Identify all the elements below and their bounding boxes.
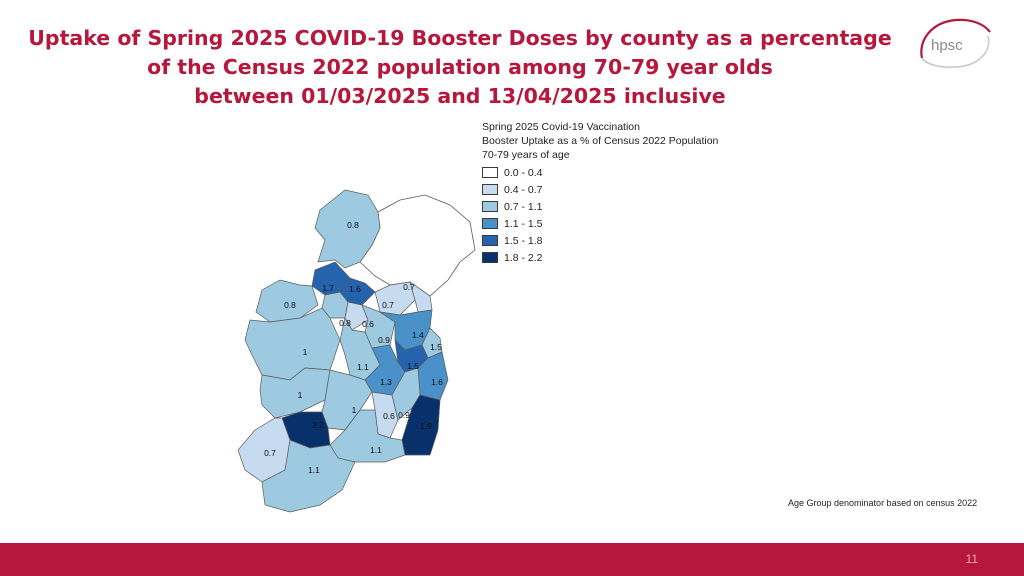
legend-label: 1.1 - 1.5 — [504, 217, 543, 230]
county-value-label: 1.6 — [431, 377, 443, 387]
county-value-label: 1.5 — [407, 361, 419, 371]
county-value-label: 0.6 — [383, 411, 395, 421]
legend-entry: 0.0 - 0.4 — [482, 164, 718, 181]
county-value-label: 1.1 — [370, 445, 382, 455]
slide-title: Uptake of Spring 2025 COVID-19 Booster D… — [0, 24, 920, 111]
legend-label: 0.0 - 0.4 — [504, 166, 543, 179]
map-legend: Spring 2025 Covid-19 Vaccination Booster… — [482, 120, 718, 266]
county-value-label: 0.8 — [339, 318, 351, 328]
county-region — [261, 439, 356, 513]
county-value-label: 2.2 — [312, 420, 324, 430]
legend-swatch — [482, 167, 498, 178]
legend-label: 0.7 - 1.1 — [504, 200, 543, 213]
legend-swatch — [482, 201, 498, 212]
county-value-label: 1 — [298, 390, 303, 400]
denominator-note: Age Group denominator based on census 20… — [788, 498, 978, 508]
footer-bar: 11 — [0, 543, 1024, 576]
legend-title: Spring 2025 Covid-19 Vaccination Booster… — [482, 120, 718, 162]
legend-entry: 0.7 - 1.1 — [482, 198, 718, 215]
legend-entry: 0.4 - 0.7 — [482, 181, 718, 198]
county-region — [314, 189, 381, 269]
legend-swatch — [482, 252, 498, 263]
title-line: between 01/03/2025 and 13/04/2025 inclus… — [194, 84, 726, 108]
county-region — [244, 307, 341, 381]
county-value-label: 1.1 — [308, 465, 320, 475]
county-value-label: 1.7 — [322, 283, 334, 293]
county-value-label: 0.7 — [382, 300, 394, 310]
county-value-label: 0.7 — [264, 448, 276, 458]
legend-swatch — [482, 235, 498, 246]
legend-entry: 1.8 - 2.2 — [482, 249, 718, 266]
county-value-label: 1.6 — [349, 284, 361, 294]
county-value-label: 0.6 — [362, 319, 374, 329]
county-value-label: 1.3 — [380, 377, 392, 387]
legend-swatch — [482, 184, 498, 195]
county-value-label: 0.9 — [378, 335, 390, 345]
legend-label: 0.4 - 0.7 — [504, 183, 543, 196]
county-value-label: 1.4 — [412, 330, 424, 340]
legend-title-line: Booster Uptake as a % of Census 2022 Pop… — [482, 135, 719, 147]
county-value-label: 0.8 — [284, 300, 296, 310]
county-value-label: 0.7 — [403, 282, 415, 292]
legend-title-line: 70-79 years of age — [482, 149, 570, 161]
legend-entry: 1.1 - 1.5 — [482, 215, 718, 232]
legend-label: 1.5 - 1.8 — [504, 234, 543, 247]
legend-label: 1.8 - 2.2 — [504, 251, 543, 264]
county-value-label: 1.9 — [420, 421, 432, 431]
ireland-county-map: 0.8 1.7 1.6 0.7 0.7 0.8 0.8 0.6 0.9 1.4 … — [225, 185, 490, 520]
legend-title-line: Spring 2025 Covid-19 Vaccination — [482, 121, 640, 133]
county-value-label: 1.5 — [430, 342, 442, 352]
legend-entry: 1.5 - 1.8 — [482, 232, 718, 249]
county-value-label: 0.9 — [398, 410, 410, 420]
county-value-label: 1.1 — [357, 362, 369, 372]
county-region — [259, 367, 331, 419]
title-line: of the Census 2022 population among 70-7… — [147, 55, 773, 79]
page-number: 11 — [965, 552, 978, 566]
logo-text: hpsc — [931, 37, 963, 54]
county-value-label: 0.8 — [347, 220, 359, 230]
county-value-label: 1 — [352, 405, 357, 415]
county-region — [255, 279, 319, 323]
county-value-label: 1 — [303, 347, 308, 357]
hpsc-logo: hpsc — [916, 14, 994, 72]
county-region — [344, 301, 369, 331]
title-line: Uptake of Spring 2025 COVID-19 Booster D… — [28, 26, 892, 50]
legend-swatch — [482, 218, 498, 229]
